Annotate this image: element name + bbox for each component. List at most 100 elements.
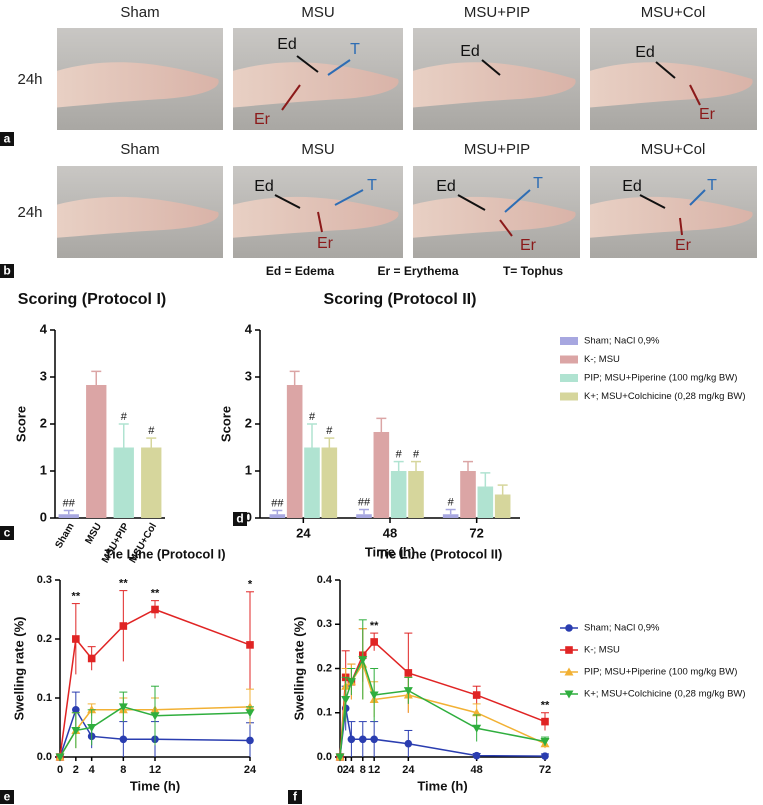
y-tick-label: 4 [245, 321, 253, 336]
point [72, 635, 80, 643]
annotation-pointer [481, 59, 501, 76]
point [150, 712, 160, 721]
significance: * [248, 579, 253, 591]
chart-title: Scoring (Protocol II) [324, 291, 477, 308]
point [347, 735, 356, 744]
legend-swatch [560, 355, 578, 364]
panel-letter: c [4, 526, 11, 540]
point [472, 751, 481, 760]
point [404, 739, 413, 748]
panel-letter-box [0, 790, 14, 804]
series-line [339, 708, 546, 758]
y-tick-label: 0.1 [37, 692, 52, 704]
x-tick-label: 8 [120, 764, 126, 776]
key-item: Er = Erythema [377, 264, 458, 278]
significance: # [326, 425, 333, 437]
x-axis-label: Time (h) [130, 778, 180, 793]
photo-annotation: T [533, 175, 543, 192]
significance: # [309, 411, 316, 423]
annotation-pointer [281, 84, 301, 111]
point [472, 691, 481, 699]
annotation-pointer [504, 189, 531, 213]
point [358, 735, 367, 744]
bar [477, 486, 494, 518]
x-axis-label: Time (h) [417, 778, 467, 793]
y-axis-label: Swelling rate (%) [291, 616, 306, 720]
y-tick-label: 0.0 [37, 751, 52, 763]
paw [413, 196, 576, 238]
paw [413, 62, 576, 108]
photo-annotation: Ed [254, 178, 274, 195]
point [540, 738, 550, 747]
legend-swatch [560, 337, 578, 345]
panel-letter-box [0, 132, 14, 146]
y-axis-label: Score [218, 406, 233, 442]
x-tick-label: 4 [89, 764, 96, 776]
significance: ** [541, 700, 550, 712]
significance: ## [358, 496, 371, 508]
point [151, 605, 159, 614]
photo-annotation: Er [675, 237, 692, 254]
point [346, 678, 356, 687]
significance: # [448, 496, 455, 508]
significance: # [413, 449, 420, 461]
significance: # [148, 425, 155, 437]
row-label: 24h [17, 204, 42, 221]
point [119, 735, 128, 744]
y-tick-label: 0.2 [37, 633, 52, 645]
point [246, 736, 254, 745]
point [72, 706, 80, 714]
significance: ** [72, 591, 81, 603]
x-tick-label: 0 [337, 764, 343, 776]
chart-title: Scoring (Protocol I) [18, 291, 166, 308]
point [370, 638, 378, 646]
annotation-pointer [274, 194, 301, 209]
paw [233, 196, 399, 238]
panel-letter-box [0, 264, 14, 278]
legend-marker [565, 624, 573, 632]
photo-annotation: Ed [635, 44, 655, 61]
point [87, 724, 97, 732]
point [245, 709, 255, 718]
x-tick-label: 72 [469, 525, 483, 540]
paw [57, 196, 219, 238]
legend-label: K-; MSU [584, 354, 620, 365]
x-tick-label: 2 [73, 764, 79, 776]
column-title: Sham [120, 4, 159, 21]
annotation-pointer [679, 217, 683, 236]
legend-label: K+; MSU+Colchicine (0,28 mg/kg BW) [584, 391, 746, 402]
y-tick-label: 0.2 [317, 662, 332, 674]
significance: ** [151, 588, 160, 600]
annotation-pointer [327, 59, 351, 76]
bar [321, 447, 338, 518]
legend-label: PIP; MSU+Piperine (100 mg/kg BW) [584, 667, 737, 678]
y-tick-label: 2 [40, 415, 47, 430]
x-tick-label: 24 [402, 764, 415, 776]
y-tick-label: 0.3 [317, 618, 332, 630]
photo-annotation: Er [254, 111, 271, 128]
series-line [59, 706, 251, 758]
y-tick-label: 0.0 [317, 751, 332, 763]
row-label: 24h [17, 71, 42, 88]
photo-annotation: Er [317, 235, 334, 252]
point [71, 726, 81, 735]
annotation-pointer [689, 84, 701, 106]
panel-letter-box [233, 512, 247, 526]
y-axis-label: Score [13, 406, 28, 442]
column-title: MSU [301, 4, 334, 21]
legend-marker [565, 646, 573, 654]
panel-letter: d [236, 512, 243, 526]
significance: ** [119, 578, 128, 590]
point [55, 753, 65, 762]
column-title: MSU+Col [641, 4, 706, 21]
annotation-pointer [317, 211, 323, 233]
y-tick-label: 0 [40, 509, 47, 524]
x-tick-label: 24 [296, 525, 311, 540]
x-tick-label: 4 [348, 764, 355, 776]
point [119, 622, 128, 630]
x-tick-label: 12 [368, 764, 380, 776]
panel-letter-box [288, 790, 302, 804]
point [370, 735, 378, 744]
